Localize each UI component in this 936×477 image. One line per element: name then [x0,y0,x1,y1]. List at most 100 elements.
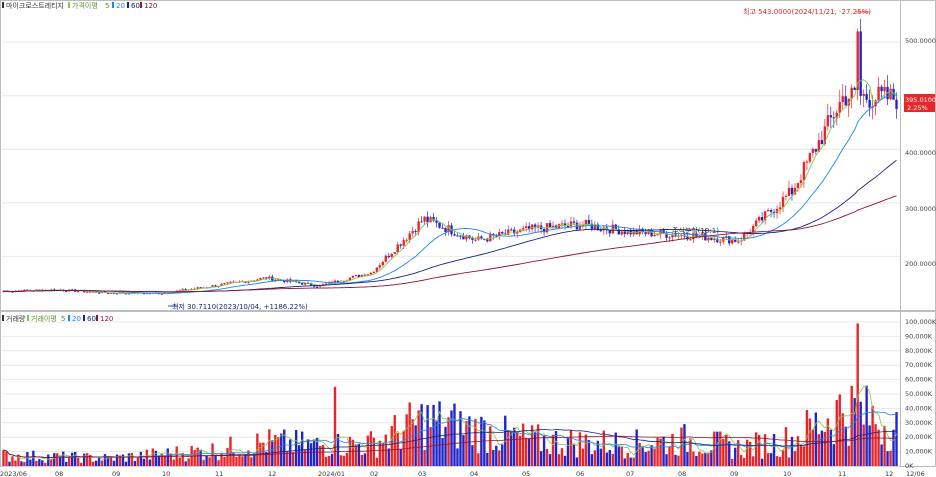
x-axis-label: 08 [678,470,686,477]
candle-body [172,291,175,293]
volume-bar [620,446,623,466]
candle-body [510,229,513,231]
volume-bar [56,453,59,466]
volume-ma-line [3,435,897,459]
volume-bar [53,453,56,466]
volume-bar [486,452,489,466]
volume-bar [799,443,803,466]
volume-bar [2,450,5,466]
volume-bar [889,450,892,466]
volume-bar [444,426,447,466]
candle-body [560,223,564,225]
candle-body [689,239,692,241]
candle-body [862,93,865,96]
volume-bar [139,451,143,466]
volume-bar [557,454,561,466]
volume-bar [823,431,827,466]
price-y-tick: 400.0000 [905,149,936,157]
volume-bar [178,457,181,466]
volume-bar [166,448,169,466]
volume-bar [459,411,462,466]
volume-bar [734,447,737,466]
candle-body [324,283,328,285]
candle-body [814,148,818,152]
candle-body [763,211,767,221]
volume-bar [507,429,510,466]
candle-body [838,102,841,113]
price-ma5-label: 5 [105,2,109,10]
volume-bar [722,438,725,466]
candle-body [178,290,181,292]
candle-body [826,115,830,127]
candle-body [778,207,782,210]
volume-bar [599,448,603,466]
candle-body [408,233,411,240]
volume-bar [793,451,797,466]
candle-body [112,292,116,294]
volume-ma-label: 거래이평 [31,314,57,323]
price-y-tick: 500.0000 [905,37,936,45]
volume-bar [211,443,214,466]
candle-body [757,217,761,221]
volume-bar [247,450,250,466]
volume-bar [354,444,358,466]
volume-bar [608,450,611,466]
ma-legend-marker [68,2,70,8]
candle-body [731,239,734,244]
volume-bar [530,425,534,466]
candle-body [11,291,14,293]
price-ma60-label: 60 [131,2,140,10]
candle-body [671,234,674,238]
volume-bar [405,414,408,466]
volume-bar [483,420,486,466]
volume-bar [399,449,402,466]
ma60-legend-marker [127,2,129,8]
candle-body [369,272,373,275]
volume-bar [653,448,656,466]
candle-body [498,232,501,237]
candle-body [587,219,591,224]
volume-bar [635,429,638,466]
volume-bar [217,460,220,466]
volume-bar [50,459,53,466]
candle-body [719,241,722,243]
volume-y-tick: 100,000K [905,318,936,326]
volume-bar [772,433,776,466]
volume-bar [5,451,8,466]
volume-bar [880,444,883,466]
candle-body [124,293,128,295]
candle-body [796,182,800,188]
volume-y-tick: 0K [905,462,914,470]
x-axis-label: 10 [783,470,791,477]
candle-body [835,112,838,119]
candle-body [175,290,178,292]
volume-bar [539,451,543,466]
volume-bar [456,448,459,466]
ma120-legend-marker [140,2,142,8]
candle-body [874,100,877,107]
candle-body [106,292,110,294]
candle-body [259,278,262,280]
candle-body [865,93,868,100]
volume-bar [760,458,764,466]
volume-bar [91,461,95,466]
volume-bar [196,447,199,466]
x-axis-label: 12 [268,470,276,477]
volume-title: 거래량 [6,314,26,323]
candle-body [465,235,468,240]
price-legend-marker [2,2,4,8]
volume-bar [716,431,719,466]
volume-bar [450,410,453,466]
volume-bar [671,433,674,466]
volume-bar [796,436,800,466]
volume-bar [235,456,238,466]
candle-body [315,286,319,288]
volume-bar [41,460,44,466]
volume-bar [339,455,343,466]
volume-bar [563,455,567,466]
volume-bar [85,453,89,466]
candle-body [333,280,337,284]
candle-body [483,239,486,241]
volume-bar [82,453,86,466]
